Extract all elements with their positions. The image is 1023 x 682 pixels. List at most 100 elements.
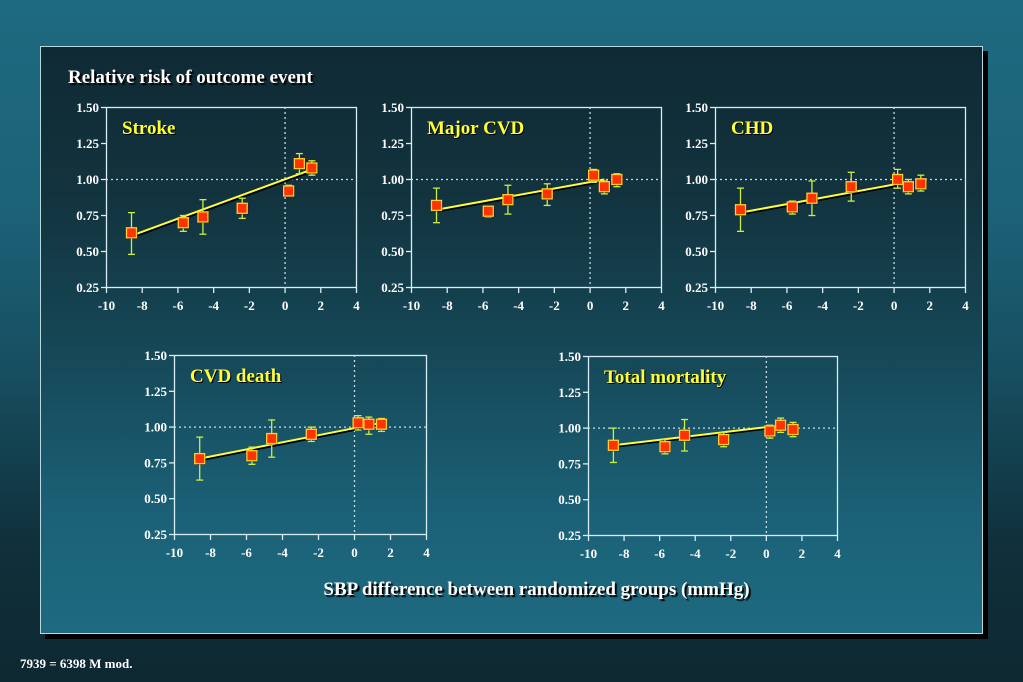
data-point	[891, 173, 904, 186]
x-tick-label: 4	[353, 298, 360, 313]
chart-title: CHD	[731, 118, 773, 139]
data-point	[774, 419, 787, 431]
y-tick-label: 1.25	[381, 136, 404, 151]
x-axis-caption: SBP difference between randomized groups…	[323, 579, 750, 600]
data-point	[915, 178, 927, 190]
data-point	[482, 205, 494, 217]
data-point	[787, 423, 799, 436]
x-tick-label: -10	[98, 298, 115, 313]
data-point	[598, 181, 611, 193]
data-point	[430, 199, 443, 212]
data-point	[502, 194, 514, 206]
data-point	[282, 185, 295, 197]
fit-line	[436, 178, 605, 211]
plot-frame	[714, 106, 967, 289]
data-point	[194, 452, 206, 465]
fit-line-shadow	[201, 423, 384, 462]
x-tick-label: 2	[387, 545, 394, 560]
y-tick-label: 1.50	[558, 349, 581, 364]
data-point	[541, 188, 553, 200]
data-point	[352, 417, 364, 429]
x-tick-label: 4	[423, 545, 430, 560]
plot-frame	[105, 106, 358, 289]
y-tick-label: 0.50	[144, 491, 167, 506]
fit-line	[199, 421, 382, 460]
x-tick-label: 2	[799, 546, 806, 561]
x-tick-label: -2	[853, 298, 864, 313]
x-tick-label: -10	[166, 545, 183, 560]
data-point	[197, 211, 209, 223]
data-point	[236, 202, 248, 214]
x-tick-label: -2	[549, 298, 560, 313]
fit-line-shadow	[614, 427, 772, 448]
y-tick-label: 0.25	[685, 280, 708, 295]
y-tick-label: 1.25	[558, 385, 581, 400]
data-point	[363, 418, 375, 430]
data-point	[902, 181, 915, 193]
y-tick-label: 1.25	[685, 136, 708, 151]
x-tick-label: -4	[817, 298, 828, 313]
x-tick-label: -4	[690, 546, 701, 561]
chart-stroke: 0.25 0.50 0.75 1.00 1.25 1.50 -10 -8 -6 -4 -2 0 2 4 St…	[76, 100, 360, 313]
fit-line-shadow	[132, 169, 314, 239]
y-tick-label: 0.50	[558, 492, 581, 507]
plot-frame	[587, 355, 839, 537]
x-tick-label: 4	[658, 298, 665, 313]
data-point	[177, 217, 189, 229]
fit-line	[740, 182, 898, 214]
data-point	[845, 181, 857, 193]
x-tick-label: 2	[318, 298, 325, 313]
y-tick-label: 1.00	[76, 172, 99, 187]
footnote: 7939 = 6398 M mod.	[20, 656, 133, 671]
fit-line-shadow	[437, 180, 607, 213]
y-tick-label: 0.75	[558, 456, 581, 471]
x-tick-label: -2	[725, 546, 736, 561]
chart-total-mortality: 0.25 0.50 0.75 1.00 1.25 1.50 -10 -8 -6 -4 -2 0 2 4 To…	[558, 349, 841, 561]
x-tick-label: 2	[623, 298, 630, 313]
y-tick-label: 1.00	[685, 172, 708, 187]
y-tick-label: 0.50	[76, 244, 99, 259]
x-tick-label: 0	[891, 298, 898, 313]
data-point	[806, 192, 818, 204]
y-tick-label: 0.25	[381, 280, 404, 295]
x-tick-label: -6	[478, 298, 489, 313]
data-point	[305, 428, 317, 440]
y-tick-label: 1.25	[76, 136, 99, 151]
x-tick-label: -8	[442, 298, 453, 313]
chart-major-cvd: 0.25 0.50 0.75 1.00 1.25 1.50 -10 -8 -6 -4 -2 0 2 4 Ma…	[381, 100, 665, 313]
x-tick-label: -6	[173, 298, 184, 313]
chart-title: CVD death	[190, 366, 282, 387]
y-tick-label: 1.50	[381, 100, 404, 115]
data-point	[375, 418, 388, 430]
x-tick-label: 4	[834, 546, 841, 561]
y-tick-label: 0.25	[76, 280, 99, 295]
x-tick-label: 0	[587, 298, 594, 313]
x-tick-label: -8	[205, 545, 216, 560]
fit-line-shadow	[741, 184, 900, 216]
data-point	[678, 429, 691, 441]
y-tick-label: 1.00	[144, 420, 167, 435]
x-tick-label: 2	[927, 298, 934, 313]
chart-chd: 0.25 0.50 0.75 1.00 1.25 1.50 -10 -8 -6 -4 -2 0 2 4 CH…	[685, 100, 969, 313]
plot-frame	[410, 106, 663, 289]
data-point	[607, 439, 620, 451]
chart-title: Total mortality	[604, 367, 727, 388]
x-tick-label: -8	[137, 298, 148, 313]
data-point	[587, 169, 600, 181]
x-tick-label: -4	[513, 298, 524, 313]
data-point	[306, 162, 318, 174]
fit-line	[613, 425, 771, 447]
x-tick-label: -6	[654, 546, 665, 561]
y-tick-label: 1.00	[558, 421, 581, 436]
y-tick-label: 0.50	[685, 244, 708, 259]
x-tick-label: -4	[208, 298, 219, 313]
chart-title: Stroke	[122, 118, 175, 139]
data-point	[611, 173, 623, 186]
y-tick-label: 1.00	[381, 172, 404, 187]
data-point	[786, 201, 798, 213]
y-tick-label: 0.25	[144, 527, 167, 542]
fit-line	[131, 168, 313, 237]
x-tick-label: -4	[277, 545, 288, 560]
figure-title: Relative risk of outcome event	[68, 67, 313, 88]
data-point	[734, 204, 747, 216]
